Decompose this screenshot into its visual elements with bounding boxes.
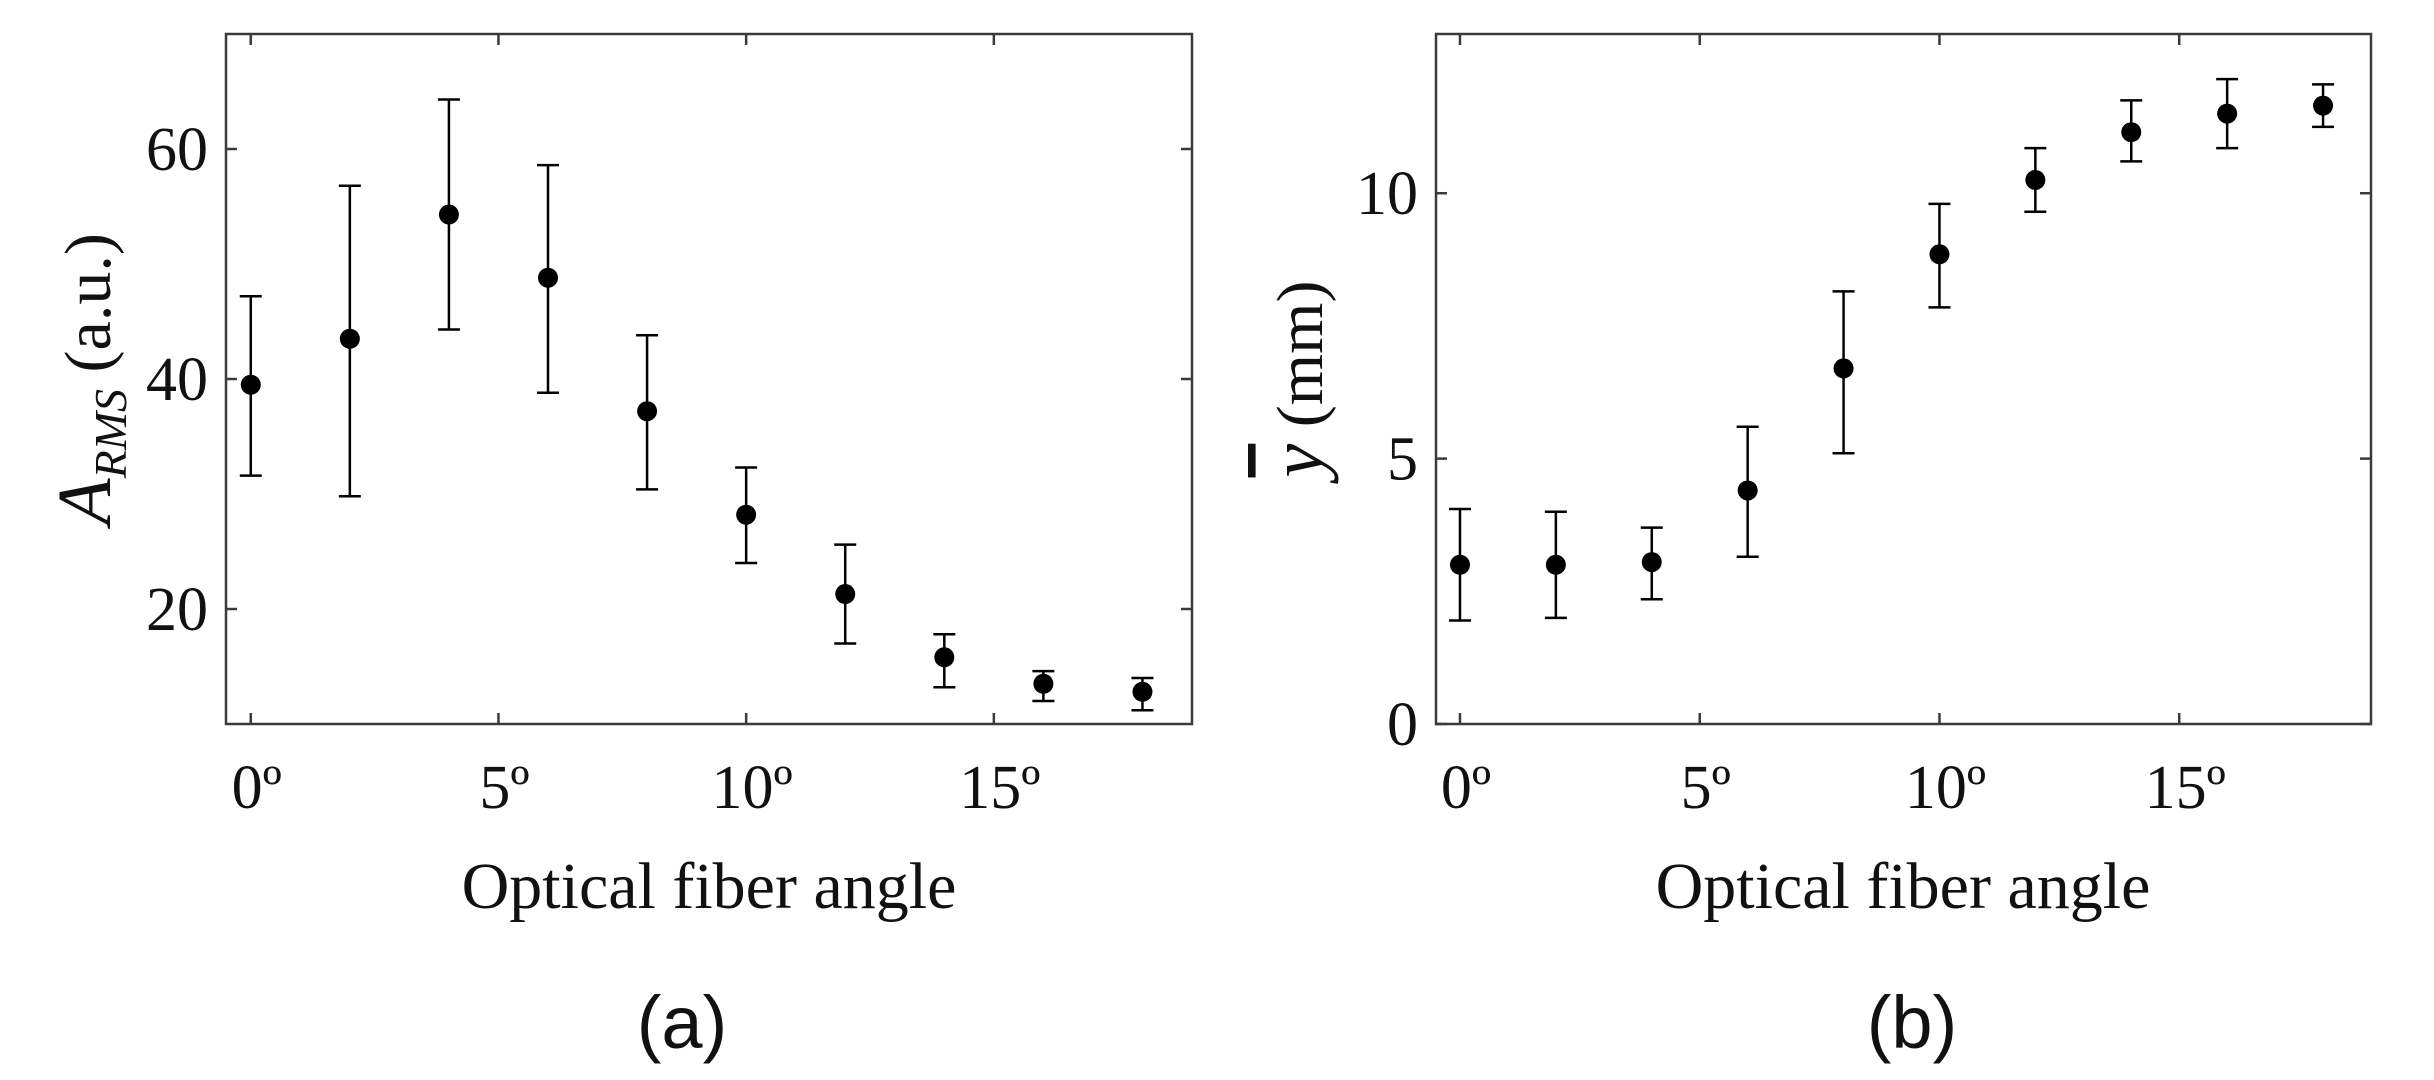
plot-frame-b	[1434, 32, 2373, 726]
axis-ticks-a	[226, 34, 1192, 724]
data-point	[339, 328, 360, 349]
data-point	[1033, 673, 1054, 694]
y-tick-labels-a: 20 40 60	[146, 116, 208, 644]
data-point	[1833, 358, 1854, 379]
panel-label-b: (b)	[1867, 981, 1957, 1064]
axis-ticks-b	[1436, 34, 2371, 726]
y-tick-label: 10	[1356, 160, 1418, 228]
y-tick-label: 40	[146, 346, 208, 414]
data-point	[736, 504, 757, 525]
x-tick-label: 0º	[232, 754, 282, 822]
y-axis-symbol-b: y	[1255, 443, 1339, 484]
data-point	[1545, 554, 1566, 575]
chart-panel-a: 0º 5º 10º 15º 20 40 60 Optical fiber ang…	[43, 32, 1194, 1064]
data-point	[835, 584, 856, 605]
x-tick-labels-b: 0º 5º 10º 15º	[1441, 754, 2226, 822]
chart-panel-b: 0º 5º 10º 15º 0 5 10 Optical fiber angle…	[1255, 32, 2373, 1064]
data-point	[2025, 169, 2046, 190]
x-axis-label-b: Optical fiber angle	[1656, 850, 2151, 923]
data-point	[438, 204, 459, 225]
data-point	[2121, 122, 2142, 143]
data-series-b	[1448, 77, 2335, 622]
x-tick-label: 5º	[1681, 754, 1731, 822]
data-point	[1641, 552, 1662, 573]
y-axis-label-b: y (mm)	[1255, 281, 1339, 485]
x-tick-labels-a: 0º 5º 10º 15º	[232, 754, 1041, 822]
y-tick-label: 0	[1387, 691, 1418, 759]
panel-label-a: (a)	[637, 981, 727, 1064]
data-point	[1449, 554, 1470, 575]
data-point	[1132, 681, 1153, 702]
y-axis-unit-b: (mm)	[1264, 281, 1337, 428]
x-tick-label: 15º	[2145, 754, 2226, 822]
data-series-a	[239, 98, 1154, 712]
data-point	[1929, 244, 1950, 265]
y-tick-label: 5	[1387, 426, 1418, 494]
y-tick-labels-b: 0 5 10	[1356, 160, 1418, 759]
y-axis-subscript-a: RMS	[85, 389, 136, 479]
y-tick-label: 60	[146, 116, 208, 184]
x-tick-label: 5º	[479, 754, 529, 822]
y-tick-label: 20	[146, 576, 208, 644]
x-tick-label: 10º	[712, 754, 793, 822]
x-tick-label: 15º	[959, 754, 1040, 822]
x-tick-label: 0º	[1441, 754, 1491, 822]
data-point	[2217, 103, 2238, 124]
plot-frame-a	[224, 32, 1194, 726]
x-axis-label-a: Optical fiber angle	[462, 850, 957, 923]
y-axis-label-a: ARMS (a.u.)	[43, 233, 136, 530]
data-point	[240, 374, 261, 395]
y-axis-symbol-a: A	[43, 478, 127, 530]
data-point	[1737, 480, 1758, 501]
y-axis-unit-a: (a.u.)	[52, 233, 125, 372]
data-point	[2313, 95, 2334, 116]
data-point	[637, 401, 658, 422]
data-point	[538, 267, 558, 288]
data-point	[934, 647, 955, 668]
x-tick-label: 10º	[1905, 754, 1986, 822]
